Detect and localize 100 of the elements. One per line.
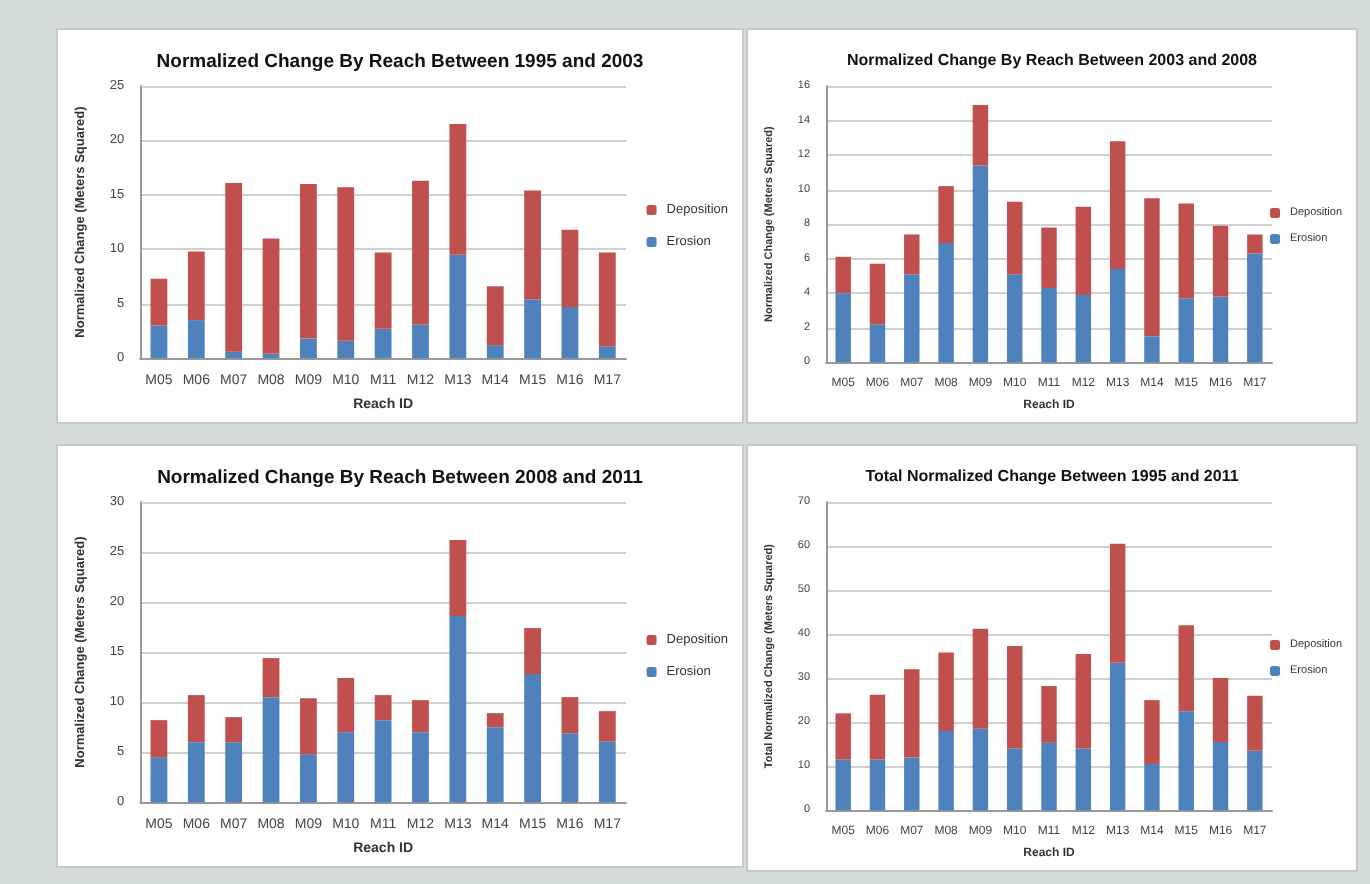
- bar: [1075, 206, 1092, 295]
- chart-title: Normalized Change By Reach Between 2008 and 2011: [157, 467, 645, 489]
- bar: [150, 325, 168, 359]
- bar: [187, 742, 205, 803]
- bar: [598, 741, 616, 803]
- bar: [225, 351, 243, 359]
- bar: [262, 697, 280, 803]
- bar: [1144, 700, 1160, 764]
- bar: [561, 733, 579, 803]
- bar: [337, 732, 355, 803]
- bar: [449, 540, 467, 617]
- bar: [561, 697, 579, 734]
- chart-title: Normalized Change By Reach Between 2003 and 2008: [847, 51, 1259, 69]
- bar: [835, 759, 851, 811]
- bar: [835, 256, 851, 294]
- bar: [1178, 298, 1194, 363]
- bar: [561, 229, 579, 308]
- bar: [869, 263, 886, 325]
- bar: [972, 728, 989, 811]
- bar: [598, 252, 616, 347]
- bar: [486, 345, 504, 359]
- bar: [1247, 695, 1263, 751]
- bar: [486, 286, 504, 346]
- bar: [598, 711, 616, 742]
- bar: [1109, 141, 1126, 269]
- bar: [486, 727, 504, 803]
- bar: [1041, 287, 1057, 363]
- bar: [938, 730, 954, 811]
- bar: [299, 183, 317, 339]
- bar: [449, 254, 467, 359]
- bar: [904, 669, 920, 758]
- bar: [938, 243, 954, 363]
- bar: [299, 698, 317, 755]
- bar: [524, 299, 541, 359]
- bar: [1109, 268, 1126, 363]
- bar: [1109, 662, 1126, 811]
- bar: [150, 757, 168, 803]
- bar: [869, 694, 886, 760]
- bar: [1006, 201, 1023, 275]
- bar: [262, 238, 280, 354]
- bar: [412, 180, 429, 325]
- bar: [187, 251, 205, 321]
- bar: [524, 190, 541, 300]
- bar: [1075, 653, 1092, 749]
- bar: [337, 187, 355, 341]
- bar: [486, 713, 504, 728]
- bar: [1178, 711, 1194, 811]
- chart-title: Total Normalized Change Between 1995 and 2011: [865, 467, 1240, 485]
- bar: [1041, 742, 1057, 811]
- bar: [1212, 225, 1229, 297]
- bar: [598, 346, 616, 359]
- bar: [1212, 678, 1229, 742]
- bar: [262, 658, 280, 698]
- bar: [972, 628, 989, 729]
- bar: [374, 695, 392, 721]
- bar: [150, 278, 168, 326]
- bar: [449, 616, 467, 803]
- bar: [1075, 748, 1092, 811]
- bar: [1006, 645, 1023, 749]
- bar: [337, 340, 355, 359]
- bar: [561, 307, 579, 359]
- bar: [225, 717, 243, 743]
- bar: [299, 338, 317, 359]
- bar: [938, 186, 954, 244]
- bar: [337, 678, 355, 733]
- bar: [1006, 274, 1023, 363]
- bar: [1178, 625, 1194, 712]
- bar: [1178, 203, 1194, 299]
- bar: [972, 165, 989, 363]
- bar: [972, 104, 989, 166]
- bar: [869, 324, 886, 363]
- bar: [1247, 234, 1263, 254]
- bar: [938, 652, 954, 731]
- bar: [1247, 750, 1263, 811]
- bar: [412, 700, 429, 733]
- bar: [1075, 294, 1092, 363]
- bar: [524, 628, 541, 675]
- bar: [904, 274, 920, 363]
- bar: [835, 713, 851, 760]
- bar: [1109, 543, 1126, 663]
- bar: [374, 328, 392, 359]
- bar: [1006, 748, 1023, 811]
- bar: [412, 732, 429, 803]
- bar: [1041, 227, 1057, 288]
- bar: [1144, 198, 1160, 337]
- bar: [1247, 253, 1263, 363]
- bar: [449, 124, 467, 255]
- bar: [904, 234, 920, 275]
- chart-title: Normalized Change By Reach Between 1995 and 2003: [156, 51, 644, 73]
- bar: [225, 182, 243, 352]
- bar: [1041, 686, 1057, 743]
- bar: [374, 720, 392, 803]
- bar: [1212, 741, 1229, 811]
- bar: [1144, 336, 1160, 363]
- bar: [225, 742, 243, 803]
- bar: [835, 293, 851, 363]
- bar: [1144, 763, 1160, 811]
- bar: [299, 754, 317, 803]
- bar: [869, 759, 886, 811]
- bar: [1212, 296, 1229, 363]
